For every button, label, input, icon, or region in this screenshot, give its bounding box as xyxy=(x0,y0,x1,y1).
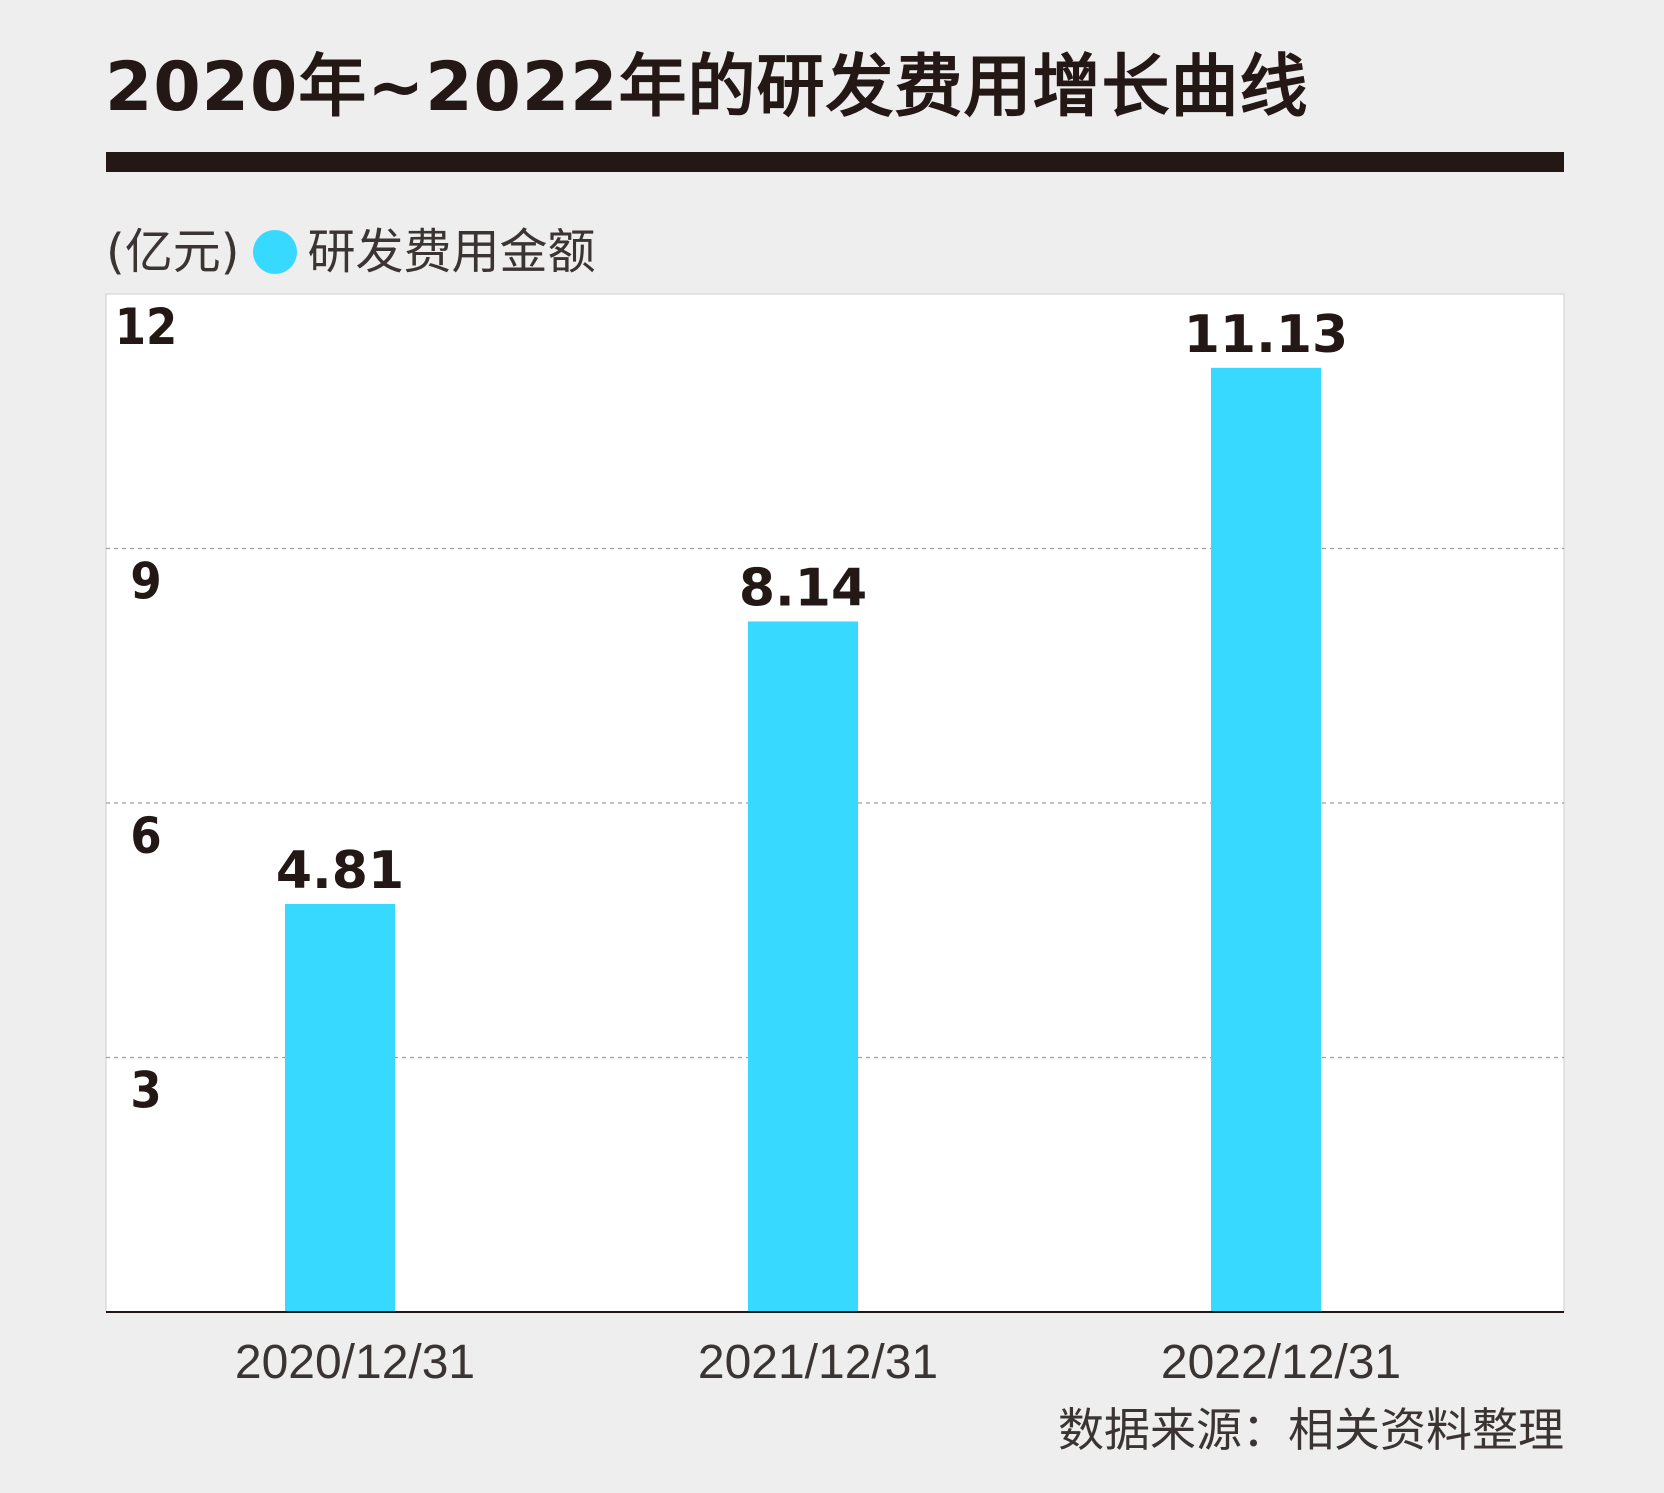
y-tick-label: 3 xyxy=(130,1062,161,1120)
y-tick-label: 6 xyxy=(130,807,161,865)
bar xyxy=(1211,367,1321,1312)
data-label: 8.14 xyxy=(739,558,867,618)
legend-row: (亿元) 研发费用金额 xyxy=(106,220,595,284)
y-tick-label: 9 xyxy=(130,553,161,611)
source-note: 数据来源：相关资料整理 xyxy=(1058,1403,1564,1457)
x-tick-label: 2021/12/31 xyxy=(698,1336,938,1389)
title-underline xyxy=(106,152,1564,172)
labels: 3 6 9 12 4.81 2020/12/31 8.14 2021/12/31 11.13 20… xyxy=(115,298,1401,1389)
bar xyxy=(285,903,395,1312)
x-tick-label: 2020/12/31 xyxy=(235,1336,475,1389)
chart-title: 2020年~2022年的研发费用增长曲线 xyxy=(105,48,1309,127)
bar xyxy=(748,621,858,1312)
data-label: 11.13 xyxy=(1184,305,1348,365)
unit-label: (亿元) xyxy=(106,224,240,280)
y-tick-label: 12 xyxy=(115,298,178,356)
legend-label: 研发费用金额 xyxy=(307,224,596,280)
data-label: 4.81 xyxy=(276,841,404,901)
legend-swatch-icon xyxy=(253,230,298,274)
x-tick-label: 2022/12/31 xyxy=(1161,1336,1401,1389)
bars xyxy=(285,367,1321,1312)
